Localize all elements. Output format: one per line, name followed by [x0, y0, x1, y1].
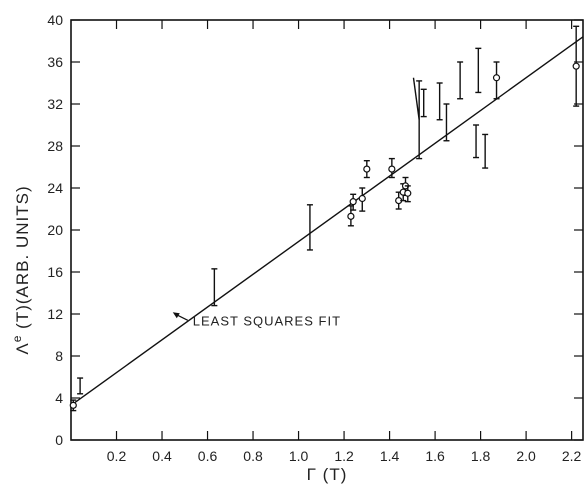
- point-marker: [347, 212, 355, 220]
- data-point: [416, 80, 423, 160]
- y-tick-label: 24: [47, 180, 63, 196]
- x-tick-label: 0.6: [198, 448, 218, 464]
- data-point: [457, 61, 464, 100]
- plot-frame: [70, 19, 584, 441]
- y-tick-label: 40: [47, 12, 63, 28]
- y-axis-label-superscript: e: [10, 335, 24, 343]
- y-axis-label-units: (T)(ARB. UNITS): [13, 185, 32, 334]
- x-tick-labels: 0.2 0.4 0.6 0.8 1.0 1.2 1.4 1.6 1.8 2.0 2.2: [107, 448, 582, 464]
- y-tick-label: 28: [47, 138, 63, 154]
- x-tick-label: 2.2: [562, 448, 582, 464]
- data-point: [363, 159, 371, 179]
- data-point: [473, 124, 480, 159]
- data-points: [69, 25, 580, 412]
- data-point: [482, 133, 489, 169]
- y-tick-label: 20: [47, 222, 63, 238]
- point-marker: [69, 401, 77, 409]
- data-point: [492, 61, 501, 100]
- y-tick-labels: 0 4 8 12 16 20 24 28 32 36 40: [47, 12, 63, 448]
- axis-ticks: [71, 19, 583, 441]
- y-tick-label: 8: [55, 348, 63, 364]
- data-point: [69, 399, 77, 412]
- data-point: [349, 193, 357, 211]
- x-tick-label: 0.8: [243, 448, 263, 464]
- least-squares-fit-line: [70, 36, 584, 406]
- data-point: [436, 82, 443, 121]
- data-point: [77, 377, 84, 395]
- annotation-arrowhead: [172, 312, 180, 319]
- data-point: [572, 25, 580, 107]
- y-tick-label: 12: [47, 306, 63, 322]
- x-tick-label: 2.0: [516, 448, 536, 464]
- point-marker: [404, 189, 412, 197]
- point-marker: [572, 62, 580, 70]
- data-point: [347, 205, 355, 227]
- y-axis-label-symbol: Λ: [13, 342, 32, 354]
- point-marker: [492, 74, 501, 82]
- point-marker: [363, 165, 371, 173]
- data-point: [475, 47, 482, 94]
- x-axis-label: Γ (T): [307, 465, 348, 484]
- point-marker: [349, 198, 357, 206]
- point-marker: [388, 165, 396, 173]
- data-point: [211, 268, 218, 307]
- y-tick-label: 4: [55, 390, 63, 406]
- y-tick-label: 36: [47, 54, 63, 70]
- x-tick-label: 0.2: [107, 448, 127, 464]
- annotation-arrow: [176, 314, 189, 321]
- point-marker: [358, 194, 366, 203]
- y-tick-label: 0: [55, 432, 63, 448]
- connector-line: [412, 77, 420, 120]
- x-tick-label: 1.2: [334, 448, 354, 464]
- data-point: [306, 204, 313, 251]
- y-tick-label: 16: [47, 264, 63, 280]
- data-point: [443, 103, 450, 142]
- x-tick-label: 1.8: [471, 448, 491, 464]
- data-point: [420, 88, 427, 118]
- least-squares-fit-label: LEAST SQUARES FIT: [193, 313, 341, 328]
- data-point: [388, 157, 396, 179]
- data-point: [404, 185, 412, 203]
- x-tick-label: 1.4: [380, 448, 400, 464]
- y-axis-label: Λe (T)(ARB. UNITS): [10, 185, 32, 354]
- y-tick-label: 32: [47, 96, 63, 112]
- data-point: [358, 187, 366, 212]
- x-tick-label: 0.4: [152, 448, 172, 464]
- x-tick-label: 1.0: [289, 448, 309, 464]
- x-tick-label: 1.6: [425, 448, 445, 464]
